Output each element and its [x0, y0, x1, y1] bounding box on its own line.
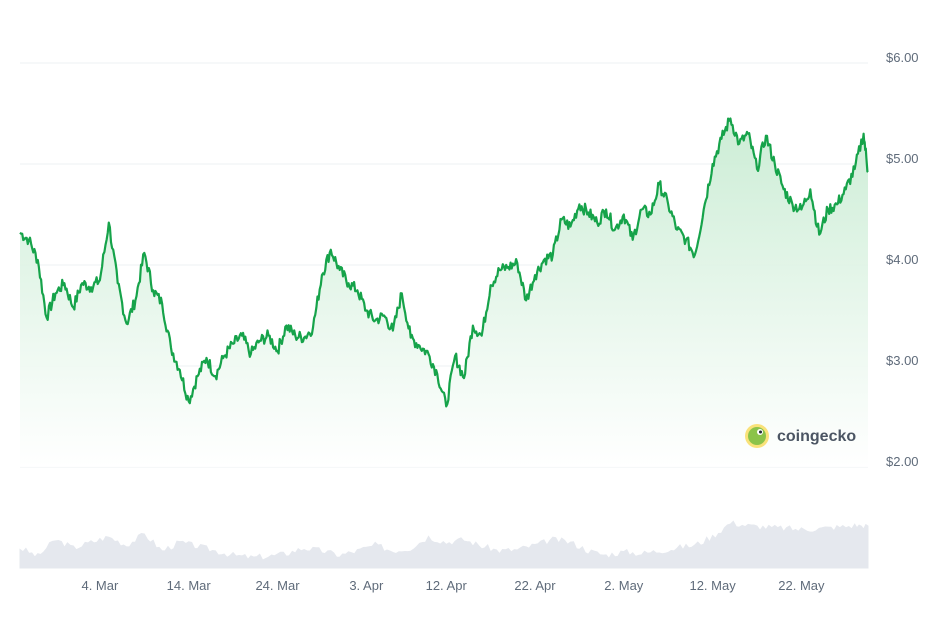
y-axis-labels: $2.00 $3.00 $4.00 $5.00 $6.00 — [886, 50, 919, 469]
x-tick-label: 12. Apr — [426, 578, 468, 593]
y-tick-label: $5.00 — [886, 151, 919, 166]
x-tick-label: 2. May — [604, 578, 644, 593]
x-tick-label: 22. May — [778, 578, 825, 593]
watermark-label: coingecko — [777, 428, 856, 445]
x-tick-label: 22. Apr — [514, 578, 556, 593]
y-tick-label: $4.00 — [886, 252, 919, 267]
y-tick-label: $2.00 — [886, 454, 919, 469]
y-tick-label: $6.00 — [886, 50, 919, 65]
y-tick-label: $3.00 — [886, 353, 919, 368]
volume-area — [19, 520, 869, 569]
coingecko-watermark: coingecko — [745, 424, 856, 448]
x-tick-label: 12. May — [689, 578, 736, 593]
x-tick-label: 3. Apr — [349, 578, 384, 593]
x-axis-labels: 4. Mar 14. Mar 24. Mar 3. Apr 12. Apr 22. Apr… — [81, 578, 825, 593]
x-tick-label: 24. Mar — [255, 578, 300, 593]
price-line — [19, 117, 869, 408]
gecko-logo-icon — [745, 424, 769, 448]
price-area — [20, 118, 868, 467]
x-tick-label: 14. Mar — [167, 578, 212, 593]
x-tick-label: 4. Mar — [81, 578, 119, 593]
